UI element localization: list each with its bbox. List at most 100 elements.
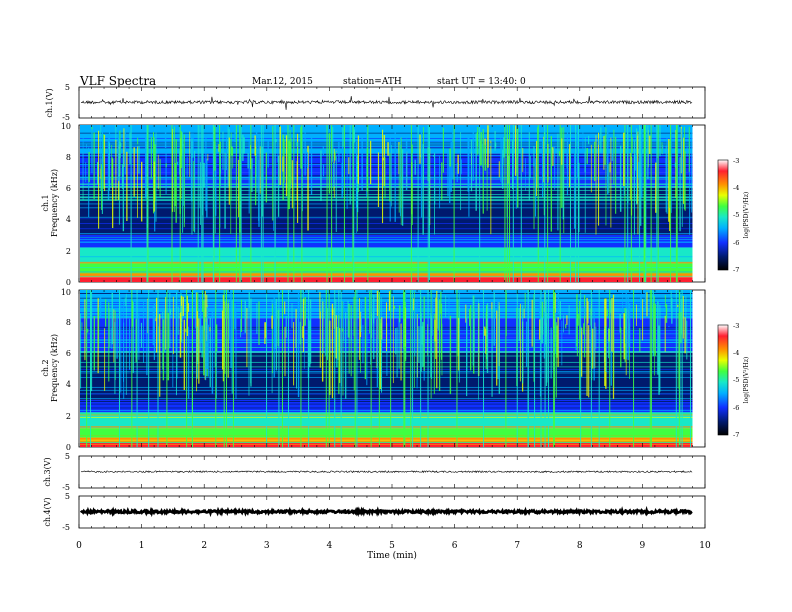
spectrogram-spheric [522, 304, 524, 384]
spectrogram-spheric [598, 290, 600, 447]
spectrogram-spheric [266, 290, 268, 447]
spectrogram-spheric [647, 125, 649, 179]
spectrogram-spheric [665, 304, 668, 323]
ch4-waveform-trace [79, 505, 693, 518]
spectrogram-spheric [590, 290, 592, 447]
spectrogram-tone-line [80, 293, 693, 294]
spectrogram-spheric [144, 133, 147, 199]
spectrogram-tone-line [80, 169, 693, 171]
waveform-line [79, 505, 693, 518]
ch2-colorbar-tick-m5: -5 [733, 376, 739, 384]
spectrogram-spheric [202, 290, 204, 312]
spectrogram-spheric [555, 322, 557, 398]
ch3-waveform-trace [80, 470, 693, 474]
spectrogram-spheric [561, 320, 563, 366]
ch1-waveform-trace [80, 96, 693, 110]
spectrogram-spheric [388, 291, 391, 311]
spectrogram-spheric [675, 290, 677, 447]
spectrogram-tone-line [80, 297, 693, 299]
spectrogram-spheric [118, 290, 120, 447]
spectrogram-spheric [101, 164, 103, 210]
spectrogram-spheric [414, 159, 416, 175]
spectrogram-spheric [506, 125, 508, 282]
spectrogram-spheric [445, 295, 447, 318]
spectrogram-spheric [534, 290, 536, 447]
spectrogram-spheric [400, 323, 402, 381]
spectrogram-spheric [383, 154, 385, 157]
spectrogram-tone-line [80, 272, 693, 274]
spectrogram-spheric [544, 290, 546, 447]
spectrogram-spheric [544, 125, 546, 282]
spectrogram-spheric [684, 317, 686, 354]
spectrogram-spheric [662, 145, 664, 155]
spectrogram-spheric [215, 144, 217, 216]
spectrogram-spheric [427, 290, 429, 447]
spectrogram-spheric [580, 327, 583, 377]
spectrogram-spheric [475, 133, 477, 211]
spectrogram-spheric [326, 125, 328, 282]
spectrogram-spheric [320, 150, 322, 202]
spectrogram-spheric [297, 291, 300, 398]
spectrogram-spheric [664, 315, 666, 352]
spectrogram-spheric [442, 127, 444, 173]
spectrogram-spheric [508, 155, 510, 197]
spectrogram-spheric [277, 155, 280, 217]
spectrogram-spheric [509, 125, 511, 282]
spectrogram-tone-line [80, 207, 693, 209]
spectrogram-spheric [537, 127, 538, 187]
spectrogram-spheric [182, 132, 184, 233]
spectrogram-spheric [182, 296, 184, 316]
spectrogram-spheric [437, 297, 440, 331]
spectrogram-spheric [337, 310, 339, 361]
spectrogram-spheric [101, 148, 103, 214]
spectrogram-spheric [670, 130, 672, 213]
spectrogram-tone-line [80, 403, 693, 405]
spectrogram-spheric [486, 148, 488, 150]
ch2-freq-tick-8: 8 [66, 318, 71, 327]
spectrogram-spheric [502, 149, 504, 189]
spectrogram-spheric [577, 125, 579, 282]
ch1-colorbar-scale [717, 159, 729, 271]
spectrogram-spheric [527, 290, 529, 447]
spectrogram-spheric [100, 136, 102, 169]
waveform-line [80, 470, 693, 474]
spectrogram-spheric [288, 290, 290, 447]
spectrogram-spheric [227, 299, 229, 375]
spectrogram-tone-line [80, 271, 693, 273]
spectrogram-tone-line [80, 127, 693, 129]
spectrogram-spheric [147, 125, 149, 282]
spectrogram-spheric [304, 297, 306, 326]
spectrogram-spheric [230, 139, 232, 234]
spectrogram-spheric [86, 290, 88, 447]
spectrogram-tone-line [80, 140, 693, 142]
spectrogram-spheric [186, 295, 188, 336]
spectrogram-tone-line [80, 178, 693, 180]
spectrogram-spheric [115, 139, 117, 201]
spectrogram-spheric [420, 313, 422, 372]
spectrogram-spheric [467, 135, 469, 192]
spectrogram-spheric [231, 146, 233, 156]
spectrogram-spheric [561, 138, 563, 165]
spectrogram-spheric [654, 295, 655, 340]
spectrogram-spheric [309, 320, 311, 368]
spectrogram-spheric [669, 141, 671, 208]
spectrogram-spheric [691, 127, 693, 213]
spectrogram-spheric [452, 126, 454, 179]
spectrogram-spheric [357, 135, 359, 184]
spectrogram-spheric [584, 294, 586, 358]
spectrogram-spheric [361, 135, 363, 191]
spectrogram-spheric [255, 146, 257, 206]
spectrogram-tone-line [80, 389, 693, 391]
spectrogram-spheric [153, 137, 155, 186]
spectrogram-spheric [685, 295, 687, 343]
spectrogram-spheric [272, 303, 273, 374]
spectrogram-spheric [557, 133, 559, 231]
spectrogram-spheric [371, 313, 373, 339]
spectrogram-spheric [610, 316, 612, 386]
spectrogram-spheric [155, 297, 158, 353]
spectrogram-spheric [205, 321, 207, 381]
ch2-colorbar-scale [717, 324, 729, 436]
spectrogram-spheric [293, 322, 295, 386]
spectrogram-spheric [165, 297, 166, 350]
spectrogram-spheric [441, 162, 443, 200]
